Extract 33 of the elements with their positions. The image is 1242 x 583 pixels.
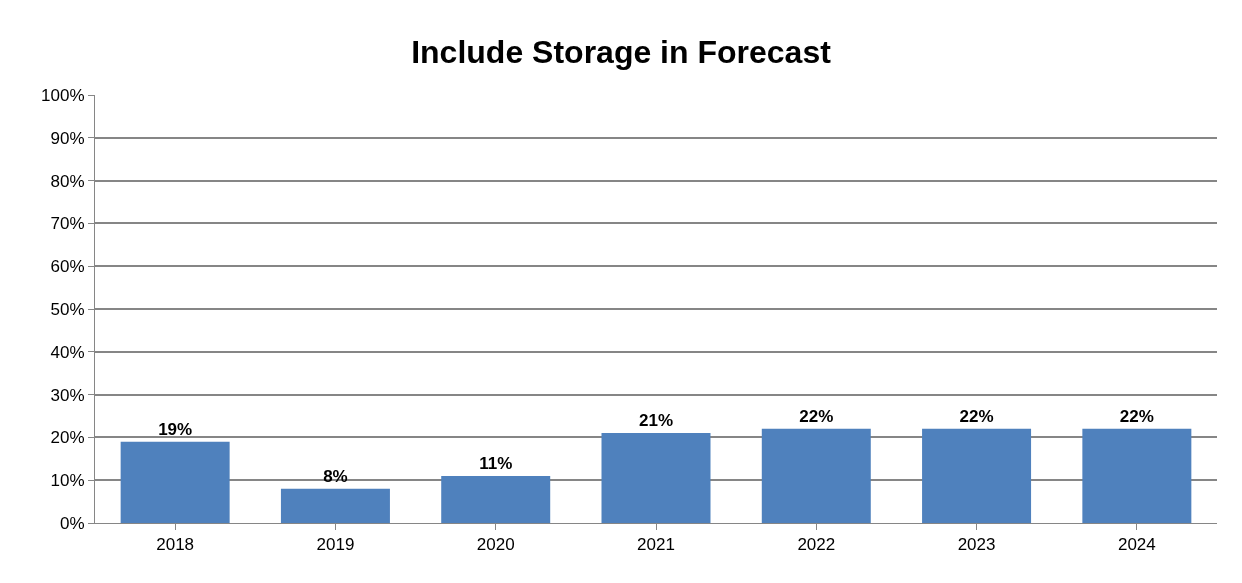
y-tick-label: 30%: [50, 385, 85, 405]
bar: [922, 428, 1032, 523]
data-label: 21%: [638, 411, 674, 431]
y-tick-label: 100%: [41, 85, 85, 105]
x-tick-label: 2019: [316, 535, 355, 555]
bar: [761, 428, 871, 523]
y-tick-label: 0%: [60, 513, 85, 533]
x-tick-label: 2024: [1117, 535, 1156, 555]
data-label: 19%: [158, 419, 193, 439]
y-tick-label: 90%: [50, 128, 85, 148]
bar: [1082, 428, 1192, 523]
x-tick-label: 2023: [957, 535, 996, 555]
x-tick-label: 2018: [156, 535, 195, 555]
y-tick-label: 60%: [50, 257, 85, 277]
bar: [120, 441, 230, 523]
y-tick-label: 10%: [50, 471, 85, 491]
y-tick-label: 70%: [50, 214, 85, 234]
data-label: 8%: [323, 466, 348, 486]
data-label: 22%: [799, 406, 834, 426]
bar: [601, 433, 711, 523]
bar: [280, 488, 390, 523]
data-label: 11%: [479, 453, 513, 473]
x-tick-label: 2020: [476, 535, 515, 555]
y-tick-label: 80%: [50, 171, 85, 191]
bar: [441, 475, 551, 523]
y-tick-label: 40%: [50, 342, 85, 362]
y-tick-label: 50%: [50, 299, 85, 319]
chart-title: Include Storage in Forecast: [411, 34, 832, 71]
x-tick-label: 2021: [637, 535, 675, 555]
y-tick-label: 20%: [50, 428, 85, 448]
data-label: 22%: [1119, 406, 1154, 426]
x-tick-label: 2022: [797, 535, 836, 555]
data-label: 22%: [959, 406, 994, 426]
